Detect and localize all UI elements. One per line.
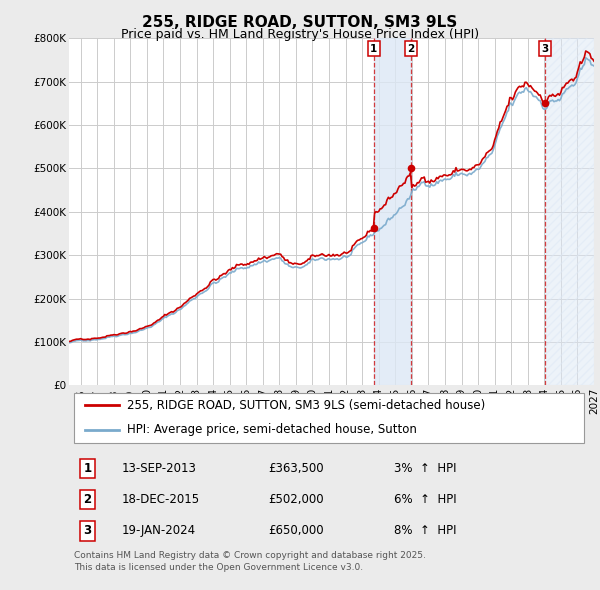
Text: 255, RIDGE ROAD, SUTTON, SM3 9LS: 255, RIDGE ROAD, SUTTON, SM3 9LS xyxy=(142,15,458,30)
Text: 13-SEP-2013: 13-SEP-2013 xyxy=(121,462,196,475)
Text: 3: 3 xyxy=(83,525,91,537)
Text: 2: 2 xyxy=(407,44,415,54)
Text: Price paid vs. HM Land Registry's House Price Index (HPI): Price paid vs. HM Land Registry's House … xyxy=(121,28,479,41)
Text: 6%  ↑  HPI: 6% ↑ HPI xyxy=(395,493,457,506)
Text: 255, RIDGE ROAD, SUTTON, SM3 9LS (semi-detached house): 255, RIDGE ROAD, SUTTON, SM3 9LS (semi-d… xyxy=(127,399,485,412)
Text: 1: 1 xyxy=(83,462,91,475)
Text: 3%  ↑  HPI: 3% ↑ HPI xyxy=(395,462,457,475)
Text: 3: 3 xyxy=(542,44,549,54)
Text: HPI: Average price, semi-detached house, Sutton: HPI: Average price, semi-detached house,… xyxy=(127,423,416,436)
Text: 19-JAN-2024: 19-JAN-2024 xyxy=(121,525,196,537)
Text: £650,000: £650,000 xyxy=(269,525,324,537)
Text: 8%  ↑  HPI: 8% ↑ HPI xyxy=(395,525,457,537)
Bar xyxy=(374,38,411,385)
Text: £502,000: £502,000 xyxy=(269,493,324,506)
Text: 2: 2 xyxy=(83,493,91,506)
Text: 18-DEC-2015: 18-DEC-2015 xyxy=(121,493,200,506)
Text: £363,500: £363,500 xyxy=(269,462,324,475)
Text: Contains HM Land Registry data © Crown copyright and database right 2025.
This d: Contains HM Land Registry data © Crown c… xyxy=(74,551,426,572)
Text: 1: 1 xyxy=(370,44,377,54)
FancyBboxPatch shape xyxy=(74,393,583,442)
Bar xyxy=(545,38,594,385)
